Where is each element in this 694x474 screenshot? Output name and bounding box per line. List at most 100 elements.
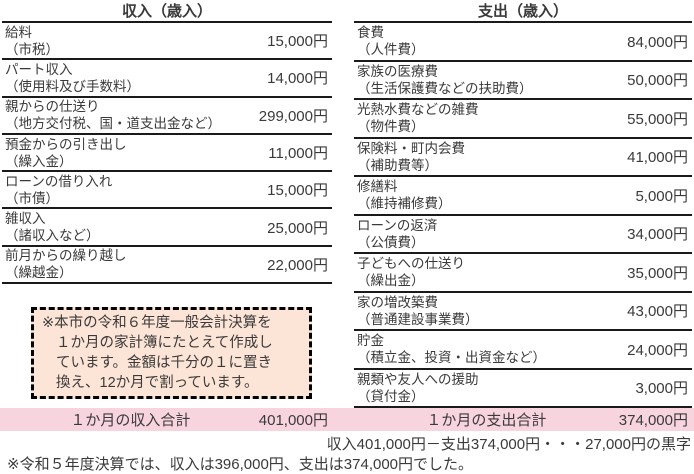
row-label: 貯金 （積立金、投資・出資金など）: [354, 332, 546, 366]
row-value: 43,000円: [627, 303, 688, 321]
row-value: 14,000円: [267, 70, 328, 88]
row-label: 預金からの引き出し （繰入金）: [2, 136, 127, 170]
row-value: 55,000円: [627, 110, 688, 128]
row-label-sub: （繰出金）: [357, 273, 425, 289]
expense-table: 支出（歳入） 食費 （人件費） 84,000円家族の医療費 （生活保護費などの扶助費）…: [354, 0, 692, 408]
income-table-rows: 給料 （市税） 15,000円 パート収入 （使用料及び手数料） 14,000円 親からの仕…: [2, 23, 332, 285]
table-row: 家の増改築費 （普通建設事業費） 43,000円: [354, 293, 692, 331]
row-label-main: 家の増改築費: [357, 294, 438, 310]
row-label-sub: （市税）: [5, 41, 59, 57]
row-value: 15,000円: [267, 33, 328, 51]
row-label-sub: （地方交付税、国・道支出金など）: [5, 116, 221, 132]
row-label-main: 食費: [357, 25, 384, 41]
table-row: 子どもへの仕送り （繰出金） 35,000円: [354, 254, 692, 293]
note-box: ※本市の令和６年度一般会計決算を １か月の家計簿にたとえて作成し ています。金額…: [31, 307, 312, 400]
row-label-main: 子どもへの仕送り: [357, 256, 465, 272]
table-row: 家族の医療費 （生活保護費などの扶助費） 50,000円: [354, 62, 692, 100]
income-total-value: 401,000円: [258, 412, 328, 429]
expense-total-label: １か月の支出合計: [426, 412, 547, 429]
row-label: 家族の医療費 （生活保護費などの扶助費）: [354, 63, 533, 97]
row-label-sub: （物件費）: [357, 119, 425, 135]
income-total-row: １か月の収入合計 401,000円: [2, 408, 332, 431]
row-label-main: 預金からの引き出し: [5, 136, 127, 152]
row-label: 親類や友人への援助 （貸付金）: [354, 371, 479, 405]
table-row: 保険料・町内会費 （補助費等） 41,000円: [354, 139, 692, 177]
note-line: 換え、12か月で割っています。: [56, 375, 259, 392]
row-label-main: パート収入: [5, 61, 73, 77]
row-label: パート収入 （使用料及び手数料）: [2, 61, 140, 95]
row-label-sub: （人件費）: [357, 42, 425, 58]
row-label-sub: （維持補修費）: [357, 196, 452, 212]
row-label-main: 保険料・町内会費: [357, 140, 465, 156]
row-label-sub: （積立金、投資・出資金など）: [357, 350, 546, 366]
row-value: 5,000円: [635, 187, 688, 205]
row-value: 25,000円: [267, 219, 328, 237]
income-table-title: 収入（歳入）: [2, 0, 332, 23]
row-label: 修繕料 （維持補修費）: [354, 178, 452, 212]
previous-year-footnote: ※令和５年度決算では、収入は396,000円、支出は374,000円でした。: [7, 456, 474, 473]
row-label-sub: （貸付金）: [357, 388, 425, 404]
table-row: 預金からの引き出し （繰入金） 11,000円: [2, 135, 332, 173]
row-label-main: 前月からの繰り越し: [5, 248, 127, 264]
note-line: ています。金額は千分の１に置き: [56, 355, 273, 372]
table-row: 雑収入 （諸収入など） 25,000円: [2, 209, 332, 247]
row-label-sub: （使用料及び手数料）: [5, 78, 140, 94]
row-label-main: 雑収入: [5, 211, 46, 227]
expense-total-value: 374,000円: [618, 412, 688, 429]
row-label-main: 光熱水費などの雑費: [357, 102, 479, 118]
row-value: 34,000円: [627, 226, 688, 244]
table-row: 食費 （人件費） 84,000円: [354, 23, 692, 62]
expense-table-rows: 食費 （人件費） 84,000円家族の医療費 （生活保護費などの扶助費） 50,000円…: [354, 23, 692, 408]
table-row: 光熱水費などの雑費 （物件費） 55,000円: [354, 100, 692, 139]
row-value: 3,000円: [635, 380, 688, 398]
table-row: 貯金 （積立金、投資・出資金など） 24,000円: [354, 331, 692, 370]
row-value: 22,000円: [267, 256, 328, 274]
row-label-sub: （公債費）: [357, 234, 425, 250]
row-label: ローンの返済 （公債費）: [354, 217, 437, 251]
row-value: 35,000円: [627, 264, 688, 282]
note-line: ※本市の令和６年度一般会計決算を: [42, 315, 272, 332]
row-label: 光熱水費などの雑費 （物件費）: [354, 101, 479, 135]
expense-table-title: 支出（歳入）: [354, 0, 692, 23]
table-row: 修繕料 （維持補修費） 5,000円: [354, 177, 692, 216]
row-label: ローンの借り入れ （市債）: [2, 173, 112, 207]
row-value: 11,000円: [268, 145, 328, 163]
row-label: 食費 （人件費）: [354, 24, 425, 58]
row-label-sub: （生活保護費などの扶助費）: [357, 80, 533, 96]
row-label-sub: （補助費等）: [357, 157, 438, 173]
row-label-main: 親からの仕送り: [5, 99, 100, 115]
total-band: １か月の収入合計 401,000円 １か月の支出合計 374,000円: [0, 408, 694, 431]
row-label-main: 給料: [5, 24, 32, 40]
row-label-main: 家族の医療費: [357, 63, 438, 79]
row-value: 84,000円: [627, 33, 688, 51]
row-value: 15,000円: [267, 182, 328, 200]
expense-total-row: １か月の支出合計 374,000円: [354, 408, 692, 431]
table-row: ローンの借り入れ （市債） 15,000円: [2, 172, 332, 210]
table-row: 親からの仕送り （地方交付税、国・道支出金など） 299,000円: [2, 98, 332, 135]
row-label-sub: （繰入金）: [5, 153, 73, 169]
row-value: 24,000円: [627, 341, 688, 359]
row-label-sub: （諸収入など）: [5, 228, 100, 244]
row-value: 41,000円: [627, 149, 688, 167]
row-value: 299,000円: [258, 107, 328, 125]
table-row: パート収入 （使用料及び手数料） 14,000円: [2, 60, 332, 98]
table-row: 親類や友人への援助 （貸付金） 3,000円: [354, 370, 692, 408]
row-label: 子どもへの仕送り （繰出金）: [354, 255, 465, 289]
row-value: 50,000円: [627, 72, 688, 90]
row-label-main: ローンの返済: [357, 217, 438, 233]
row-label-main: 修繕料: [357, 179, 398, 195]
row-label: 家の増改築費 （普通建設事業費）: [354, 294, 479, 328]
row-label-sub: （繰越金）: [5, 265, 73, 281]
table-row: 前月からの繰り越し （繰越金） 22,000円: [2, 247, 332, 285]
table-row: ローンの返済 （公債費） 34,000円: [354, 216, 692, 254]
row-label-sub: （普通建設事業費）: [357, 311, 479, 327]
row-label: 保険料・町内会費 （補助費等）: [354, 140, 465, 174]
row-label-main: 親類や友人への援助: [357, 371, 479, 387]
income-table: 収入（歳入） 給料 （市税） 15,000円 パート収入 （使用料及び手数料） 14,00…: [2, 0, 332, 400]
row-label: 雑収入 （諸収入など）: [2, 210, 100, 244]
income-total-label: １か月の収入合計: [70, 412, 191, 429]
row-label: 給料 （市税）: [2, 24, 59, 58]
balance-summary-line: 収入401,000円－支出374,000円・・・27,000円の黒字: [326, 436, 691, 453]
row-label-main: ローンの借り入れ: [5, 173, 113, 189]
row-label: 親からの仕送り （地方交付税、国・道支出金など）: [2, 98, 221, 132]
